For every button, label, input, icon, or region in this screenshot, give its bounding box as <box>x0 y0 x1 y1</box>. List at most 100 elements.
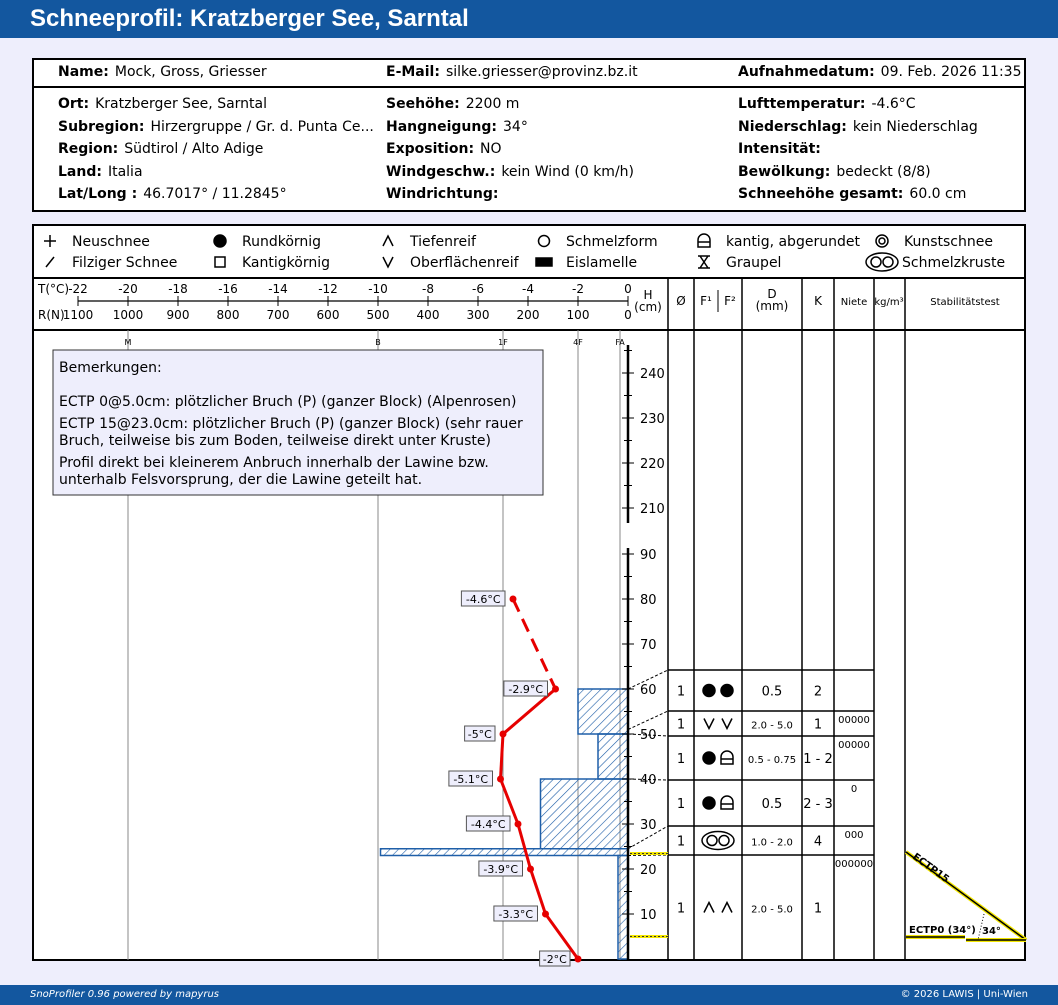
legend-label: Eislamelle <box>566 255 637 271</box>
r-tick-label: 800 <box>217 308 240 322</box>
temperature-label-box <box>503 680 548 697</box>
niete: 000 <box>844 830 863 841</box>
footer: SnoProfiler 0.96 powered by mapyrus © 20… <box>0 985 1058 1005</box>
column-header: F² <box>724 294 736 308</box>
caret-up-icon <box>721 900 733 913</box>
rounded-box-icon <box>720 750 734 765</box>
temperature-segment <box>529 868 547 915</box>
r-tick-label: 0 <box>624 308 632 322</box>
r-tick-label: 1000 <box>113 308 144 322</box>
legend-item: Filziger Schnee <box>45 255 177 271</box>
r-axis-label: R(N) <box>38 308 65 322</box>
hand-hardness: 1 <box>814 902 822 917</box>
column-header: D (mm) <box>756 287 789 313</box>
grain-size-class: 1 <box>677 797 685 812</box>
temperature-label-box <box>464 725 496 742</box>
legend-item: Kantigkörnig <box>214 255 330 271</box>
filled-circle-icon <box>702 751 716 765</box>
h-tick-label: 60 <box>640 683 657 698</box>
header-field: Intensität: <box>738 141 821 157</box>
temperature-label: -3.9°C <box>483 863 518 876</box>
filled-circle-icon <box>702 683 716 698</box>
temperature-segment <box>511 598 557 690</box>
double-ring-icon <box>701 830 735 851</box>
hardness-label: B <box>375 338 381 347</box>
grain-diameter: 2.0 - 5.0 <box>751 905 793 916</box>
h-tick-label: 70 <box>640 638 657 653</box>
header-field: Name: Mock, Gross, Griesser <box>58 64 267 80</box>
caret-up-icon <box>703 900 715 913</box>
t-tick-label: -20 <box>118 282 138 296</box>
temperature-label: -3.3°C <box>498 908 533 921</box>
temperature-label: -2.9°C <box>508 683 543 696</box>
hardness-label: FA <box>615 338 625 347</box>
filled-circle-icon <box>702 796 716 810</box>
h-tick-label: 90 <box>640 548 657 563</box>
t-tick-label: -2 <box>572 282 584 296</box>
h-axis-label: H <box>643 288 652 302</box>
niete: 000000 <box>835 859 873 870</box>
legend-item: Graupel <box>698 255 781 271</box>
slash-icon <box>45 256 55 268</box>
legend-label: Schmelzkruste <box>902 255 1005 271</box>
legend-item: kantig, abgerundet <box>697 233 860 250</box>
snow-layer <box>617 854 629 960</box>
temperature-point <box>574 955 582 963</box>
remarks-title: Bemerkungen: <box>59 360 162 376</box>
double-ring-icon <box>718 834 730 847</box>
header-field: Aufnahmedatum: 09. Feb. 2026 11:35 <box>738 64 1022 80</box>
r-tick-label: 200 <box>517 308 540 322</box>
double-ring-icon <box>870 256 882 268</box>
header-field: Windgeschw.: kein Wind (0 km/h) <box>386 163 634 180</box>
legend-label: Rundkörnig <box>242 234 321 250</box>
niete: 00000 <box>838 740 870 751</box>
temperature-label: -4.4°C <box>471 818 506 831</box>
remarks-box: Bemerkungen: ECTP 0@5.0cm: plötzlicher Br… <box>52 349 544 496</box>
grain-diameter: 1.0 - 2.0 <box>751 838 793 849</box>
layer-connector <box>627 825 669 850</box>
column-header: kg/m³ <box>874 297 903 308</box>
page-title: Schneeprofil: Kratzberger See, Sarntal <box>0 0 1058 38</box>
column-header: Ø <box>676 294 685 308</box>
r-tick-label: 300 <box>467 308 490 322</box>
column-header: K <box>814 294 823 308</box>
double-ring-icon <box>882 256 894 268</box>
layer-connector <box>627 778 669 781</box>
header-field: Seehöhe: 2200 m <box>386 96 520 112</box>
temperature-label-box <box>460 590 506 607</box>
h-tick-label: 80 <box>640 593 657 608</box>
grain-size-class: 1 <box>677 685 685 700</box>
niete: 00000 <box>838 715 870 726</box>
layer-connector <box>627 710 669 730</box>
slope-angle: 34° <box>982 926 1001 937</box>
open-circle-icon <box>537 234 551 248</box>
snow-layer <box>597 733 629 780</box>
niete: 0 <box>851 784 857 795</box>
hourglass-icon <box>698 255 710 269</box>
legend-item: Rundkörnig <box>213 234 321 250</box>
h-tick-label: 20 <box>640 863 657 878</box>
temperature-point <box>552 685 559 693</box>
r-tick-label: 900 <box>167 308 190 322</box>
header-field: Lat/Long :46.7017° / 11.2845° <box>58 186 287 202</box>
header-field: Exposition: NO <box>386 141 502 157</box>
ectp15-line <box>905 851 1027 941</box>
caret-down-icon <box>721 718 733 731</box>
filled-rect-icon <box>535 257 553 267</box>
r-tick-label: 100 <box>567 308 590 322</box>
legend-item: Eislamelle <box>535 255 637 271</box>
hand-hardness: 2 - 3 <box>803 797 833 812</box>
grain-size-class: 1 <box>677 902 685 917</box>
remarks-line: Profil direkt bei kleinerem Anbruch inne… <box>59 455 489 471</box>
temperature-label-box <box>478 860 523 877</box>
temperature-label-box <box>465 815 511 832</box>
temperature-point <box>514 820 522 828</box>
column-header: Stabilitätstest <box>930 297 1000 308</box>
temperature-label-box <box>493 905 538 922</box>
snow-layer <box>577 688 629 735</box>
temperature-segment <box>499 778 520 825</box>
snow-layer <box>379 848 629 857</box>
t-tick-label: -6 <box>472 282 484 296</box>
remarks-line: Bruch, teilweise bis zum Boden, teilweis… <box>59 433 491 449</box>
grain-size-class: 1 <box>677 835 685 850</box>
